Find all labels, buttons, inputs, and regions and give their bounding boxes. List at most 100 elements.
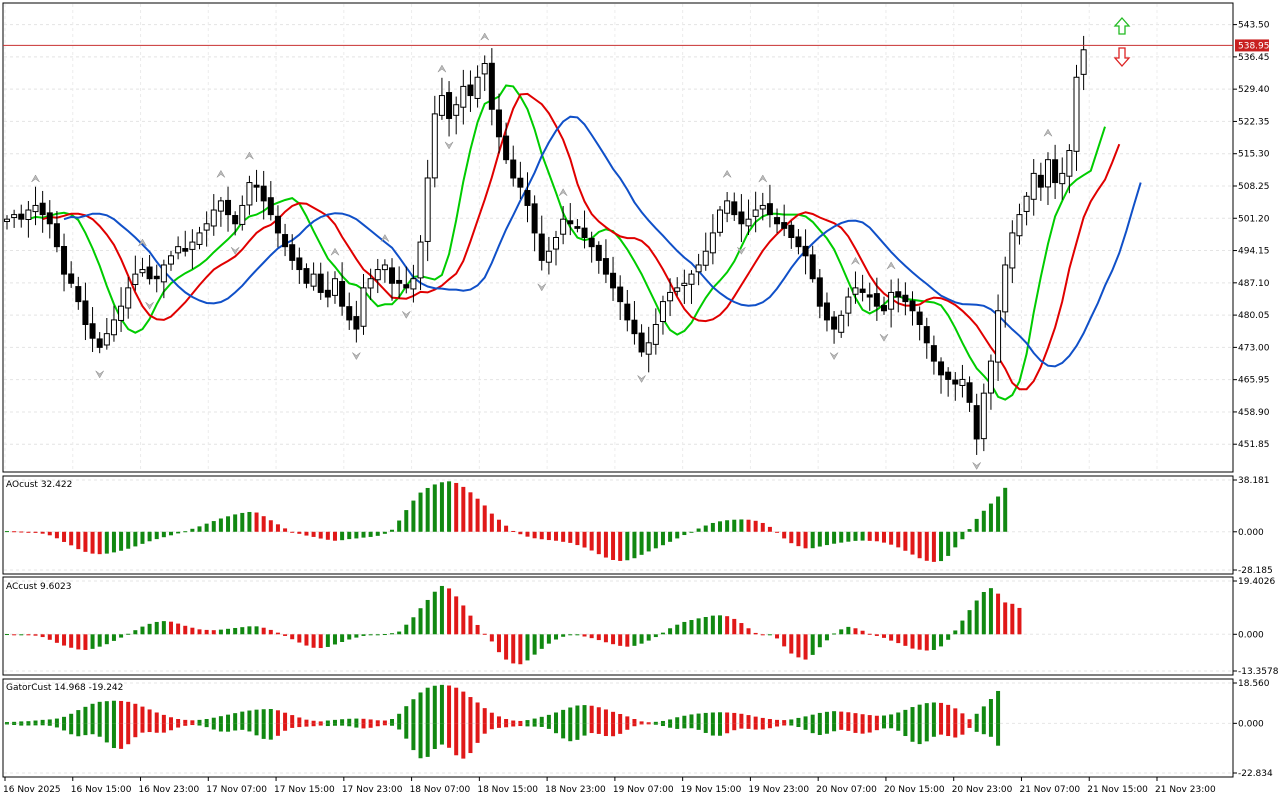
ac-bar (5, 634, 9, 636)
candle-body (260, 185, 267, 202)
ac-bar (839, 629, 844, 635)
candle-body (688, 273, 695, 285)
gator-lower-bar (233, 723, 238, 731)
fractal-up-marker (330, 247, 340, 256)
ao-bar (111, 531, 116, 553)
gator-lower-bar (218, 723, 223, 732)
candle-body (467, 84, 474, 97)
candle-body (232, 215, 239, 225)
ac-histogram (5, 585, 1022, 665)
ao-bar (839, 531, 844, 543)
gator-lower-bar (732, 723, 737, 731)
gator-lower-bar (76, 723, 81, 737)
gator-lower-bar (119, 723, 124, 749)
ao-bar (960, 531, 965, 540)
gator-upper-bar (946, 704, 951, 724)
ac-bar (461, 605, 466, 635)
candle-body (346, 306, 353, 321)
candle-body (75, 286, 82, 303)
gator-lower-bar (660, 723, 665, 727)
ao-bar (226, 516, 231, 532)
gator-lower-bar (297, 723, 302, 728)
ao-bar (290, 531, 295, 533)
candle-body (588, 237, 595, 248)
gator-upper-bar (347, 718, 352, 724)
ao-bar (903, 531, 908, 551)
gator-indicator-panel[interactable]: GatorCust 14.968 -19.242 18.560 0.000 -22.… (2, 678, 1273, 779)
gator-lower-bar (482, 723, 487, 734)
price-panel[interactable]: 543.50 536.45 529.40 522.35 515.30 508.25 501.… (2, 2, 1270, 473)
gator-lower-bar (767, 723, 772, 729)
ao-indicator-panel[interactable]: AOcust 32.422 38.181 0.000 -28.185 (2, 475, 1273, 576)
gator-lower-bar (703, 723, 708, 733)
candle-body (267, 197, 274, 216)
ac-bar (111, 634, 116, 641)
gator-lower-bar (996, 723, 1001, 746)
ac-bar (62, 634, 67, 646)
candle-body (709, 232, 716, 254)
ao-bar (368, 531, 373, 537)
gator-lower-bar (190, 723, 195, 726)
gator-upper-bar (461, 691, 466, 724)
ao-bar (767, 526, 772, 532)
ac-bar (725, 616, 730, 635)
ac-axis: 19.4026 0.000 -13.3578 (1233, 577, 1279, 677)
ac-bar (126, 633, 131, 635)
candle-body (602, 258, 609, 275)
ao-bar (611, 531, 616, 560)
price-tick-label: 494.15 (1238, 247, 1270, 257)
ao-bar (325, 531, 330, 540)
ao-bar (475, 498, 480, 532)
ao-bar (204, 523, 209, 532)
gator-lower-bar (689, 723, 694, 729)
ao-bar (375, 531, 380, 536)
candle-body (167, 255, 174, 265)
ac-bar (996, 593, 1001, 635)
candle-body (895, 291, 902, 298)
ac-bar (90, 634, 95, 649)
gator-upper-bar (411, 699, 416, 724)
price-tick-label: 515.30 (1238, 150, 1270, 160)
gator-lower-bar (97, 723, 102, 737)
ac-bar (233, 627, 238, 635)
fractal-markers (31, 32, 1053, 470)
ac-bar (318, 634, 323, 649)
gator-upper-bar (425, 687, 430, 724)
ao-bar (90, 531, 95, 554)
time-tick-label: 21 Nov 23:00 (1155, 785, 1216, 795)
ac-bar (682, 621, 687, 635)
ao-bar (575, 531, 580, 546)
gator-upper-bar (247, 710, 252, 724)
ao-tick-label: 0.000 (1238, 528, 1264, 538)
ao-bar (881, 531, 886, 543)
gator-upper-bar (482, 708, 487, 724)
gator-upper-bar (625, 716, 630, 724)
sell-arrow-icon (1113, 47, 1131, 67)
ac-bar (824, 634, 829, 641)
ao-bar (746, 519, 751, 532)
ac-bar (889, 634, 894, 641)
ao-bar (268, 520, 273, 532)
gator-panel-frame (2, 678, 1234, 778)
candle-body (39, 202, 46, 216)
gator-upper-bar (126, 701, 131, 724)
gator-upper-bar (596, 707, 601, 724)
gator-upper-bar (226, 714, 231, 724)
ac-bar (247, 626, 252, 635)
fractal-down-marker (145, 301, 154, 310)
candle-body (866, 294, 873, 298)
ac-bar (504, 634, 509, 660)
ao-bar (532, 531, 537, 539)
ac-indicator-panel[interactable]: ACcust 9.6023 19.4026 0.000 -13.3578 (2, 576, 1279, 677)
gator-upper-bar (161, 714, 166, 724)
gator-upper-bar (397, 713, 402, 724)
candle-body (89, 323, 96, 339)
gator-lower-bar (575, 723, 580, 740)
ao-bar (739, 519, 744, 532)
ac-bar (204, 629, 209, 635)
ac-bar (382, 634, 387, 636)
blue-ma-line (63, 115, 1142, 368)
candle-body (82, 300, 89, 325)
candle-body (659, 301, 666, 323)
